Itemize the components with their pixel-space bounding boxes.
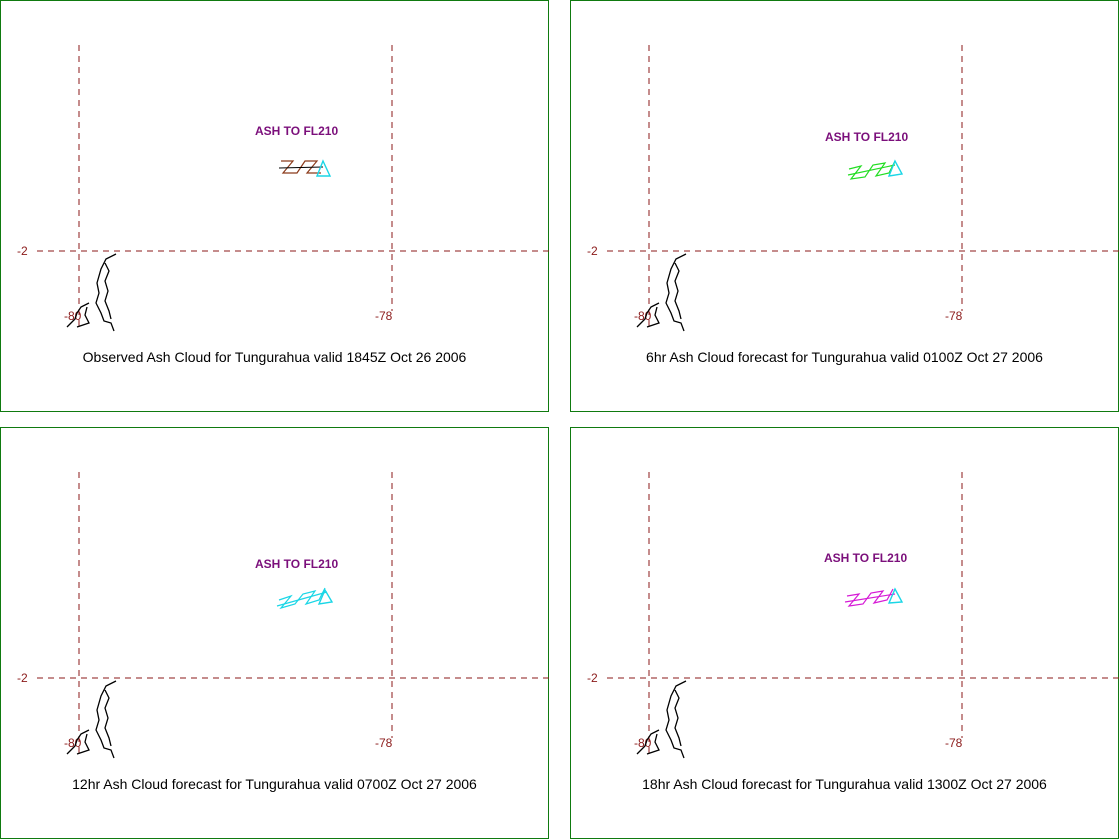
- lat-tick-label: -2: [587, 671, 598, 685]
- lat-tick-label: -2: [17, 671, 28, 685]
- panel-caption: Observed Ash Cloud for Tungurahua valid …: [82, 349, 467, 365]
- map-canvas: -2 -80 -78 ASH TO FL210: [17, 45, 550, 332]
- ash-cloud-polygon: [847, 160, 896, 180]
- lon-tick-label-east: -78: [375, 309, 393, 323]
- map-canvas: -2 -80 -78 ASH TO FL210: [587, 45, 1119, 332]
- coastline: [636, 253, 687, 332]
- lon-tick-label-east: -78: [375, 736, 393, 750]
- coastline: [66, 253, 117, 332]
- map-canvas: -2 -80 -78 ASH TO FL210: [17, 472, 550, 759]
- ash-cloud-polygon: [844, 588, 896, 607]
- volcano-triangle-icon: [887, 159, 904, 177]
- map-canvas: -2 -80 -78 ASH TO FL210: [587, 472, 1119, 759]
- ash-cloud-polygon: [278, 160, 324, 174]
- ash-height-label: ASH TO FL210: [825, 130, 908, 144]
- coastline: [636, 680, 687, 759]
- panel-caption: 6hr Ash Cloud forecast for Tungurahua va…: [646, 349, 1043, 365]
- ash-cloud-polygon: [276, 587, 328, 610]
- lat-tick-label: -2: [587, 244, 598, 258]
- ash-height-label: ASH TO FL210: [255, 124, 338, 138]
- lon-tick-label-east: -78: [945, 736, 963, 750]
- coastline: [66, 680, 117, 759]
- lon-tick-label-east: -78: [945, 309, 963, 323]
- map-panel-12hr: -2 -80 -78 ASH TO FL210 12hr Ash Cloud f…: [0, 427, 550, 839]
- ash-height-label: ASH TO FL210: [824, 551, 907, 565]
- ash-height-label: ASH TO FL210: [255, 557, 338, 571]
- lat-tick-label: -2: [17, 244, 28, 258]
- volcano-triangle-icon: [317, 588, 334, 605]
- volcano-triangle-icon: [887, 587, 904, 604]
- volcano-triangle-icon: [315, 159, 332, 177]
- panel-caption: 12hr Ash Cloud forecast for Tungurahua v…: [72, 776, 477, 792]
- map-panel-6hr: -2 -80 -78 ASH TO FL210 6hr Ash Cloud fo…: [570, 0, 1119, 412]
- panel-caption: 18hr Ash Cloud forecast for Tungurahua v…: [642, 776, 1047, 792]
- map-panel-observed: -2 -80 -78 ASH TO FL210 Observed Ash Clo…: [0, 0, 550, 412]
- map-panel-18hr: -2 -80 -78 ASH TO FL210 18hr Ash Cloud f…: [570, 427, 1119, 839]
